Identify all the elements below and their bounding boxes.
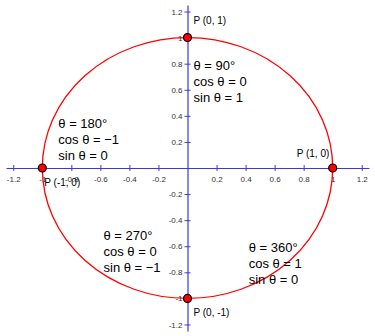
y-tick-label: -0.8 <box>169 268 183 277</box>
x-tick-label: 0.4 <box>241 175 253 184</box>
point <box>184 34 192 42</box>
y-tick-mark <box>185 246 191 247</box>
unit-circle <box>42 38 332 299</box>
x-tick-label: -0.4 <box>123 175 137 184</box>
x-tick-label: -0.2 <box>152 175 166 184</box>
y-tick-mark <box>185 90 191 91</box>
y-tick-label: -1 <box>175 294 183 303</box>
annotation: cos θ = 0 <box>104 244 157 259</box>
x-tick-mark <box>246 165 247 171</box>
y-tick: 0.6 <box>171 86 190 95</box>
y-tick-mark <box>185 220 191 221</box>
y-tick-mark <box>185 116 191 117</box>
point-label: P (0, 1) <box>194 15 227 26</box>
point <box>184 294 192 302</box>
x-tick-label: 0.6 <box>270 175 282 184</box>
marks <box>38 34 336 303</box>
point <box>329 164 337 172</box>
y-tick-label: 0.2 <box>171 138 183 147</box>
y-tick-mark <box>185 142 191 143</box>
chart: -1.2-1-0.8-0.6-0.4-0.20.20.40.60.811.2-1… <box>0 0 375 336</box>
point-label: P (-1, 0) <box>44 177 80 188</box>
x-tick-mark <box>129 165 130 171</box>
annotation: θ = 270° <box>104 228 153 243</box>
x-tick-mark <box>217 165 218 171</box>
annotation: θ = 360° <box>249 240 298 255</box>
annotation: cos θ = 0 <box>194 74 247 89</box>
y-tick-label: 0.8 <box>171 60 183 69</box>
x-tick-mark <box>275 165 276 171</box>
y-tick-mark <box>185 324 191 325</box>
y-tick: -1 <box>175 294 190 303</box>
y-tick: -0.2 <box>169 190 191 199</box>
x-tick: 0.8 <box>299 165 311 184</box>
point <box>38 164 46 172</box>
y-tick-mark <box>185 12 191 13</box>
x-tick-mark <box>13 165 14 171</box>
y-tick-label: -1.2 <box>169 321 183 330</box>
y-tick: 1.2 <box>171 8 190 17</box>
annotation: cos θ = 1 <box>249 256 302 271</box>
x-tick: 0.4 <box>241 165 253 184</box>
y-tick-label: -0.6 <box>169 242 183 251</box>
x-tick-mark <box>100 165 101 171</box>
y-tick: 0.4 <box>171 112 190 121</box>
annotation: sin θ = 0 <box>249 272 299 287</box>
y-tick-label: 1.2 <box>171 8 183 17</box>
y-tick-label: 0.4 <box>171 112 183 121</box>
x-tick-label: 0.8 <box>299 175 311 184</box>
annotation: sin θ = 0 <box>58 148 108 163</box>
y-tick: -0.4 <box>169 216 191 225</box>
y-tick: 0.8 <box>171 60 190 69</box>
y-axis-line <box>187 6 188 332</box>
x-tick-label: 0.2 <box>211 175 223 184</box>
y-tick-label: -0.4 <box>169 216 183 225</box>
x-tick-mark <box>71 165 72 171</box>
annotation: sin θ = 1 <box>194 90 244 105</box>
y-tick-mark <box>185 194 191 195</box>
y-tick-label: -0.2 <box>169 190 183 199</box>
y-tick: 0.2 <box>171 138 190 147</box>
y-tick-label: 0.6 <box>171 86 183 95</box>
x-tick: 0.6 <box>270 165 282 184</box>
annotation: sin θ = −1 <box>104 260 161 275</box>
point-label: P (1, 0) <box>297 148 330 159</box>
x-tick: -0.2 <box>152 165 166 184</box>
y-tick: -1.2 <box>169 321 191 330</box>
x-tick: 0.2 <box>211 165 223 184</box>
y-tick-mark <box>185 64 191 65</box>
x-tick-label: -1.2 <box>7 175 21 184</box>
texts: P (0, 1) P (-1, 0) P (0, -1) P (1, 0) θ = 90… <box>44 15 329 319</box>
x-tick-mark <box>362 165 363 171</box>
annotation: cos θ = −1 <box>58 132 119 147</box>
x-tick-label: 1.2 <box>357 175 369 184</box>
y-axis: -1.2-1-0.8-0.6-0.4-0.20.20.40.60.811.2 <box>169 6 191 332</box>
annotation: θ = 180° <box>58 116 107 131</box>
x-tick-label: -0.6 <box>94 175 108 184</box>
x-tick: -0.4 <box>123 165 137 184</box>
y-tick: -0.6 <box>169 242 191 251</box>
x-tick-mark <box>304 165 305 171</box>
y-tick: -0.8 <box>169 268 191 277</box>
point-label: P (0, -1) <box>194 307 230 318</box>
annotation: θ = 90° <box>194 58 236 73</box>
x-tick: -0.6 <box>94 165 108 184</box>
x-tick: 1.2 <box>357 165 369 184</box>
y-tick-mark <box>185 272 191 273</box>
x-tick-mark <box>158 165 159 171</box>
x-tick: -1.2 <box>7 165 21 184</box>
